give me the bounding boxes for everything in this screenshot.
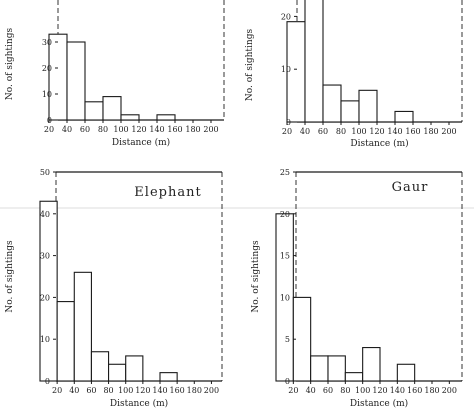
- y-tick-label: 20: [42, 64, 52, 73]
- panel-title: Elephant: [134, 185, 201, 200]
- x-tick-label: 40: [300, 127, 310, 136]
- x-tick-label: 180: [423, 127, 438, 136]
- histogram-bar: [327, 355, 346, 382]
- x-tick-label: 60: [86, 386, 96, 395]
- y-tick-label: 20: [40, 293, 50, 302]
- histogram-bar: [322, 84, 342, 123]
- x-tick-label: 160: [407, 386, 422, 395]
- x-tick-label: 20: [288, 386, 298, 395]
- histogram-bar: [125, 355, 144, 382]
- x-tick-label: 160: [405, 127, 420, 136]
- histogram-bar: [84, 101, 104, 121]
- histogram-bar: [56, 301, 75, 382]
- x-tick-label: 140: [152, 386, 167, 395]
- y-tick-label: 10: [281, 65, 291, 74]
- histogram-bar: [156, 114, 176, 121]
- histogram-bar: [48, 33, 68, 121]
- histogram-panels: 010203020406080100120140160180200Distanc…: [5, 0, 463, 409]
- histogram-bar: [396, 363, 416, 382]
- y-tick-label: 0: [45, 377, 50, 386]
- x-tick-label: 100: [351, 127, 366, 136]
- y-tick-label: 10: [280, 293, 290, 302]
- x-tick-label: 40: [69, 386, 79, 395]
- y-tick-label: 25: [280, 168, 290, 177]
- x-tick-label: 80: [98, 125, 108, 134]
- histogram-bar: [159, 372, 178, 382]
- y-axis-label: No. of sightings: [251, 240, 261, 313]
- histogram-panel: 010203020406080100120140160180200Distanc…: [5, 0, 225, 148]
- x-tick-label: 20: [52, 386, 62, 395]
- x-tick-label: 120: [135, 386, 150, 395]
- y-tick-label: 10: [40, 335, 50, 344]
- histogram-bar: [102, 96, 122, 121]
- x-tick-label: 140: [149, 125, 164, 134]
- y-tick-label: 15: [280, 252, 290, 261]
- y-tick-label: 50: [40, 168, 50, 177]
- x-axis-label: Distance (m): [350, 398, 408, 409]
- histogram-panel: 0 10 20 30 40 50 20 40 60 80 100 120 140 160 180 200 Dis…: [5, 168, 223, 409]
- histogram-bar: [344, 372, 364, 382]
- histogram-bar: [340, 100, 360, 123]
- x-axis-label: Distance (m): [112, 137, 170, 148]
- histogram-panel: 0 10 20 20 40 60 80 100 120 140 160 180 200 Distance …: [245, 0, 463, 149]
- x-tick-label: 160: [167, 125, 182, 134]
- histogram-bar: [108, 363, 127, 382]
- x-tick-label: 120: [372, 386, 387, 395]
- x-tick-label: 120: [131, 125, 146, 134]
- x-tick-label: 180: [424, 386, 439, 395]
- histogram-bar: [66, 41, 86, 121]
- y-tick-label: 20: [280, 210, 290, 219]
- x-tick-label: 60: [323, 386, 333, 395]
- x-tick-label: 80: [340, 386, 350, 395]
- x-tick-label: 200: [441, 127, 456, 136]
- x-tick-label: 160: [170, 386, 185, 395]
- x-tick-label: 20: [44, 125, 54, 134]
- x-tick-label: 180: [185, 125, 200, 134]
- y-axis-label: No. of sightings: [5, 28, 15, 101]
- x-tick-label: 120: [369, 127, 384, 136]
- x-tick-label: 180: [187, 386, 202, 395]
- y-axis-label: No. of sightings: [245, 29, 255, 102]
- histogram-bar: [310, 355, 329, 382]
- histogram-bar: [304, 0, 324, 123]
- y-tick-label: 30: [42, 38, 52, 47]
- y-tick-label: 0: [285, 377, 290, 386]
- histogram-bar: [362, 347, 381, 382]
- histogram-bar: [358, 89, 378, 123]
- x-tick-label: 40: [62, 125, 72, 134]
- x-axis-label: Distance (m): [350, 138, 408, 149]
- x-axis-label: Distance (m): [110, 398, 168, 409]
- histogram-bar: [73, 271, 92, 382]
- histogram-bar: [120, 114, 140, 121]
- histogram-panel: 0 5 10 15 20 25 20 40 60 80 100 120 140 160 180 200 Dist…: [251, 168, 463, 409]
- histogram-bar: [39, 200, 58, 382]
- y-tick-label: 30: [40, 252, 50, 261]
- x-tick-label: 20: [282, 127, 292, 136]
- y-tick-label: 20: [281, 12, 291, 21]
- y-tick-label: 10: [42, 90, 52, 99]
- x-tick-label: 140: [390, 386, 405, 395]
- x-tick-label: 80: [103, 386, 113, 395]
- x-tick-label: 100: [118, 386, 133, 395]
- x-tick-label: 60: [318, 127, 328, 136]
- x-tick-label: 40: [306, 386, 316, 395]
- y-tick-label: 0: [286, 118, 291, 127]
- x-tick-label: 100: [355, 386, 370, 395]
- y-axis-label: No. of sightings: [5, 240, 15, 313]
- x-tick-label: 100: [113, 125, 128, 134]
- x-tick-label: 60: [80, 125, 90, 134]
- x-tick-label: 80: [336, 127, 346, 136]
- y-tick-label: 5: [285, 335, 290, 344]
- x-tick-label: 200: [442, 386, 457, 395]
- x-tick-label: 200: [203, 125, 218, 134]
- y-tick-label: 40: [40, 210, 50, 219]
- x-tick-label: 140: [387, 127, 402, 136]
- histogram-bar: [394, 110, 414, 123]
- histogram-bar: [90, 351, 110, 382]
- panel-title: Gaur: [392, 180, 429, 195]
- x-tick-label: 200: [204, 386, 219, 395]
